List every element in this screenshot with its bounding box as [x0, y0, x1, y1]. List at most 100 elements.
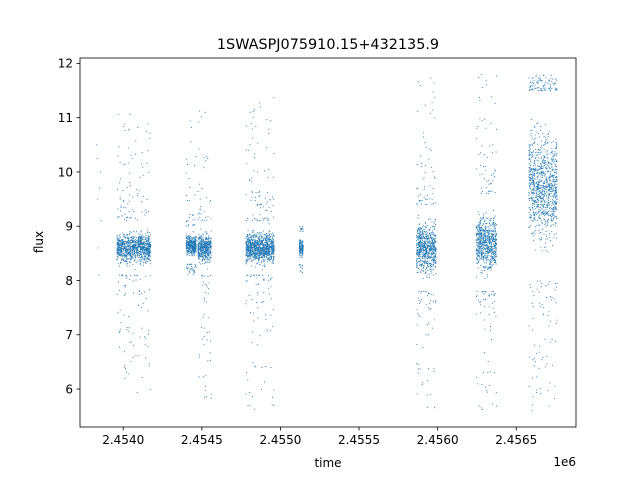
- data-point: [486, 235, 488, 237]
- data-point: [533, 139, 535, 141]
- data-point: [245, 252, 247, 254]
- data-point: [432, 226, 434, 228]
- data-point: [429, 263, 431, 265]
- data-point: [252, 361, 254, 364]
- data-point: [422, 266, 424, 268]
- data-point: [484, 319, 486, 321]
- data-point: [493, 247, 495, 249]
- data-point: [126, 258, 128, 260]
- data-point: [429, 256, 431, 258]
- data-point: [201, 249, 204, 251]
- data-point: [258, 283, 260, 285]
- data-point: [192, 224, 194, 226]
- data-point: [145, 247, 147, 249]
- data-point: [418, 260, 420, 263]
- data-point: [193, 271, 196, 273]
- data-point: [120, 245, 122, 247]
- data-point: [138, 355, 140, 357]
- data-point: [419, 251, 421, 253]
- data-point: [143, 246, 145, 248]
- data-point: [125, 274, 127, 277]
- data-point: [144, 242, 147, 244]
- data-point: [423, 250, 425, 252]
- data-point: [544, 143, 546, 145]
- data-point: [192, 238, 194, 240]
- data-point: [302, 227, 304, 229]
- data-point: [253, 312, 255, 314]
- data-point: [125, 256, 128, 258]
- data-point: [210, 252, 212, 254]
- data-point: [418, 227, 421, 229]
- data-point: [129, 217, 131, 219]
- data-point: [258, 232, 260, 234]
- data-point: [199, 263, 201, 265]
- data-point: [256, 243, 258, 245]
- data-point: [139, 238, 141, 240]
- data-point: [477, 238, 479, 240]
- data-point: [253, 244, 255, 246]
- data-point: [300, 271, 302, 273]
- data-point: [419, 245, 421, 247]
- data-point: [136, 242, 138, 244]
- data-point: [146, 253, 148, 255]
- data-point: [484, 248, 486, 250]
- data-point: [122, 255, 124, 257]
- data-point: [137, 255, 139, 257]
- data-point: [209, 237, 211, 239]
- data-point: [139, 262, 141, 264]
- data-point: [251, 181, 253, 183]
- data-point: [422, 257, 424, 259]
- data-point: [134, 250, 136, 252]
- data-point: [425, 262, 427, 264]
- data-point: [415, 266, 418, 268]
- data-point: [192, 247, 194, 249]
- data-point: [200, 242, 202, 244]
- data-point: [201, 327, 203, 329]
- data-point: [425, 242, 427, 244]
- data-point: [209, 251, 211, 254]
- data-point: [480, 230, 482, 232]
- data-point: [484, 239, 486, 241]
- data-point: [201, 256, 203, 258]
- data-point: [249, 391, 251, 394]
- data-point: [118, 246, 120, 248]
- data-point: [186, 234, 188, 236]
- data-point: [200, 219, 202, 221]
- data-point: [145, 275, 147, 277]
- data-point: [489, 228, 491, 230]
- data-point: [477, 125, 479, 127]
- data-point: [249, 144, 251, 146]
- data-point: [483, 235, 485, 238]
- data-point: [548, 189, 551, 192]
- data-point: [193, 243, 195, 245]
- data-point: [202, 284, 204, 286]
- data-point: [273, 389, 275, 391]
- data-point: [267, 177, 269, 179]
- data-point: [483, 213, 485, 215]
- data-point: [480, 248, 482, 250]
- data-point: [425, 226, 427, 228]
- data-point: [202, 281, 204, 283]
- data-point: [206, 247, 208, 249]
- data-point: [208, 242, 211, 244]
- data-point: [186, 243, 188, 245]
- data-point: [207, 237, 209, 239]
- data-point: [205, 261, 207, 263]
- data-point: [254, 236, 256, 238]
- data-point: [118, 239, 120, 241]
- data-point: [127, 249, 129, 251]
- data-point: [422, 247, 424, 249]
- data-point: [486, 217, 488, 219]
- data-point: [263, 292, 265, 294]
- data-point: [485, 386, 487, 388]
- data-point: [97, 198, 99, 200]
- data-point: [187, 247, 189, 249]
- data-point: [535, 167, 537, 169]
- data-point: [258, 191, 260, 193]
- data-point: [261, 269, 264, 271]
- data-point: [123, 254, 125, 256]
- data-point: [422, 239, 424, 242]
- data-point: [433, 294, 435, 296]
- data-point: [539, 153, 541, 155]
- data-point: [249, 256, 251, 258]
